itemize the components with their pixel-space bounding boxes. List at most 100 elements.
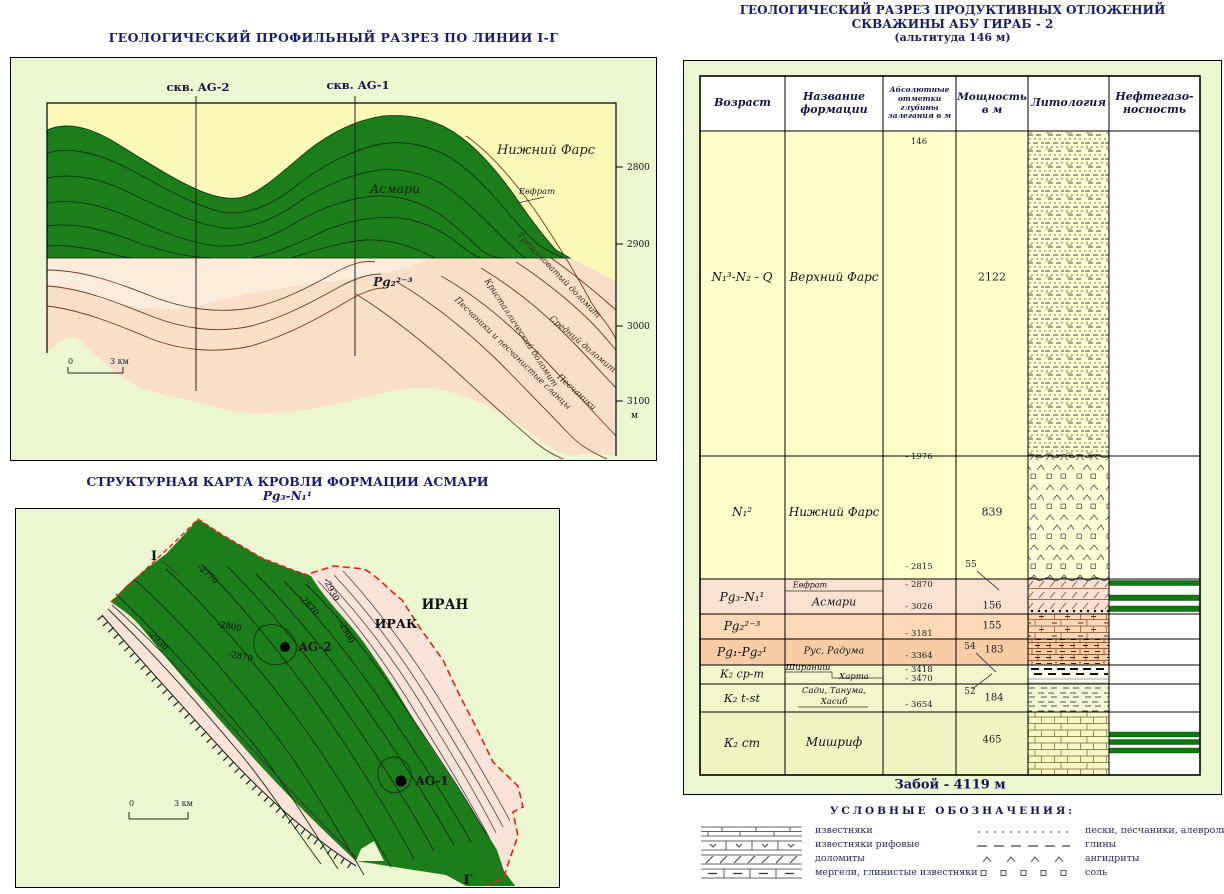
- evfrat-pointer-line: [517, 196, 545, 204]
- axis-labels: 2800 2900 3000 3100 м: [627, 163, 650, 421]
- contour-2800: -2800: [216, 620, 242, 634]
- profile-pink-light-band: [47, 258, 431, 310]
- axis-ticks: [616, 166, 623, 402]
- oilgas-column-bg: [1109, 131, 1200, 775]
- table-grid: [700, 76, 1200, 775]
- axis-2900: 2900: [627, 240, 650, 250]
- map-green-notch: [356, 841, 384, 861]
- map-well-dot-ag2: [280, 642, 290, 652]
- lithology-column: [1027, 131, 1110, 775]
- well-label-ag2: скв. AG-2: [166, 80, 229, 94]
- map-contour-lines: [107, 563, 487, 876]
- legend-label-marl: мергели, глинистые известняки: [815, 867, 978, 878]
- row-pg3-bg: [700, 579, 1028, 614]
- header-age: Возраст: [714, 96, 771, 110]
- formation-nizhny-fars: Нижний Фарс: [788, 505, 880, 519]
- scale-3km: 3 км: [110, 357, 129, 366]
- map-pink-sw-band: [101, 602, 367, 867]
- map-ne-strip-contours: [317, 570, 511, 840]
- row-pg1-bg: [700, 639, 1028, 665]
- formation-evfrat: Евфрат: [792, 580, 828, 590]
- well-column-panel: Возраст Название формации Абсолютные отм…: [683, 60, 1222, 795]
- legend-swatch-limestone-icon: [701, 826, 802, 837]
- well-bottom-depth: Забой - 4119 м: [894, 777, 1006, 793]
- map-scale-bar: 0 3 км: [128, 799, 193, 820]
- well-column-drawing: [699, 75, 1201, 776]
- pink-bedding-lines: [46, 135, 617, 463]
- label-asmari: Асмари: [369, 181, 420, 196]
- contour-2870-left: -2870: [227, 650, 253, 665]
- header-oilgas-line1: Нефтегазо-: [1115, 89, 1194, 103]
- green-bedding-lines: [46, 142, 566, 259]
- sub-row-lines: [785, 590, 883, 708]
- header-marks: Абсолютные отметки глубины залегания в м: [887, 85, 952, 121]
- map-pink-ne-region: [311, 566, 523, 877]
- map-well-label-ag2: AG-2: [297, 640, 331, 654]
- age-n12: N₁²: [731, 505, 753, 519]
- legend-swatch-dolomite-icon: [701, 854, 802, 865]
- map-green-structure: [111, 519, 516, 889]
- label-pg23: Pg₂²⁻³: [372, 275, 413, 289]
- label-nizhny-fars: Нижний Фарс: [496, 143, 596, 158]
- legend-label-sand: пески, песчаники, алевролиты: [1085, 825, 1224, 836]
- thickness-183: 183: [984, 644, 1004, 656]
- thickness-52: 52: [964, 687, 976, 697]
- header-thickness: Мощность в м: [957, 91, 1027, 116]
- profile-title: ГЕОЛОГИЧЕСКИЙ ПРОФИЛЬНЫЙ РАЗРЕЗ ПО ЛИНИИ…: [108, 30, 559, 45]
- legend-label-anhydrite: ангидриты: [1085, 853, 1140, 864]
- thickness-55: 55: [965, 560, 977, 570]
- axis-3000: 3000: [627, 322, 650, 332]
- axis-3100: 3100: [627, 397, 650, 407]
- axis-2800: 2800: [627, 163, 650, 173]
- label-section-g: Г: [464, 873, 473, 886]
- column-title-1: ГЕОЛОГИЧЕСКИЙ РАЗРЕЗ ПРОДУКТИВНЫХ ОТЛОЖЕ…: [739, 3, 1166, 17]
- row-mishrif-bg: [700, 712, 1028, 775]
- legend-swatch-clay-icon: [977, 845, 1070, 847]
- profile-drawing: скв. AG-2 скв. AG-1 Нижний Фарс Асмари Е…: [46, 78, 650, 463]
- formation-asmari: Асмари: [811, 595, 857, 609]
- legend-swatch-salt-icon: [980, 870, 1067, 876]
- header-row-bg: [700, 76, 1200, 131]
- rows-fars-bg: [700, 131, 1028, 579]
- legend-label-clay: глины: [1085, 839, 1117, 850]
- age-k2-srm: К₂ ср-m: [720, 667, 764, 681]
- mark-2870: - 2870: [905, 580, 933, 590]
- profile-panel: скв. AG-2 скв. AG-1 Нижний Фарс Асмари Е…: [10, 57, 657, 463]
- thickness-155: 155: [982, 620, 1002, 632]
- mark-3654: - 3654: [905, 700, 933, 710]
- well-label-ag1: скв. AG-1: [326, 78, 389, 92]
- map-drawing: AG-2 AG-1 ИРАН ИРАК I Г -2770 -2800 -287…: [97, 518, 524, 892]
- thickness-839: 839: [981, 505, 1003, 519]
- legend-swatch-sand-icon: [978, 831, 1068, 833]
- thickness-callout-lines: [971, 570, 1000, 690]
- profile-scale-bar: 0 3 км: [67, 357, 129, 374]
- legend-label-limestone: известняки: [815, 825, 873, 836]
- label-evfrat: Евфрат: [518, 187, 555, 197]
- thickness-156: 156: [982, 600, 1002, 612]
- mark-3418: - 3418: [905, 665, 933, 675]
- header-oilgas-line2: носность: [1122, 102, 1186, 116]
- map-well-label-ag1: AG-1: [414, 774, 448, 788]
- thickness-54: 54: [964, 642, 976, 652]
- dotted-marker-band: [1030, 609, 1110, 613]
- thickness-184: 184: [984, 692, 1004, 704]
- legend-title: УСЛОВНЫЕ ОБОЗНАЧЕНИЯ:: [829, 805, 1076, 817]
- mark-1976: - 1976: [905, 452, 933, 462]
- section-i-tick: [161, 560, 179, 576]
- age-pg1-pg2: Pg₁-Pg₂¹: [717, 645, 767, 659]
- label-irak: ИРАК: [375, 616, 418, 631]
- border-red-dashed: [110, 518, 524, 892]
- map-panel: AG-2 AG-1 ИРАН ИРАК I Г -2770 -2800 -287…: [15, 508, 560, 892]
- label-iran: ИРАН: [422, 597, 469, 613]
- asmari-green-body: [46, 115, 572, 259]
- formation-rus-raduma: Рус, Радума: [803, 645, 865, 657]
- mark-3026: - 3026: [905, 602, 933, 612]
- map-scale-3km: 3 км: [174, 799, 193, 808]
- row-pg2-bg: [700, 614, 1028, 639]
- column-title-2: СКВАЖИНЫ АБУ ГИРАБ - 2: [851, 17, 1054, 31]
- age-k2-st: К₂ ст: [723, 736, 761, 750]
- legend-label-reef-limestone: известняки рифовые: [815, 839, 920, 850]
- mark-3181: - 3181: [905, 629, 933, 639]
- formation-sadi-tanuma: Сади, Танума,: [802, 686, 866, 696]
- legend-label-dolomite: доломиты: [815, 853, 865, 864]
